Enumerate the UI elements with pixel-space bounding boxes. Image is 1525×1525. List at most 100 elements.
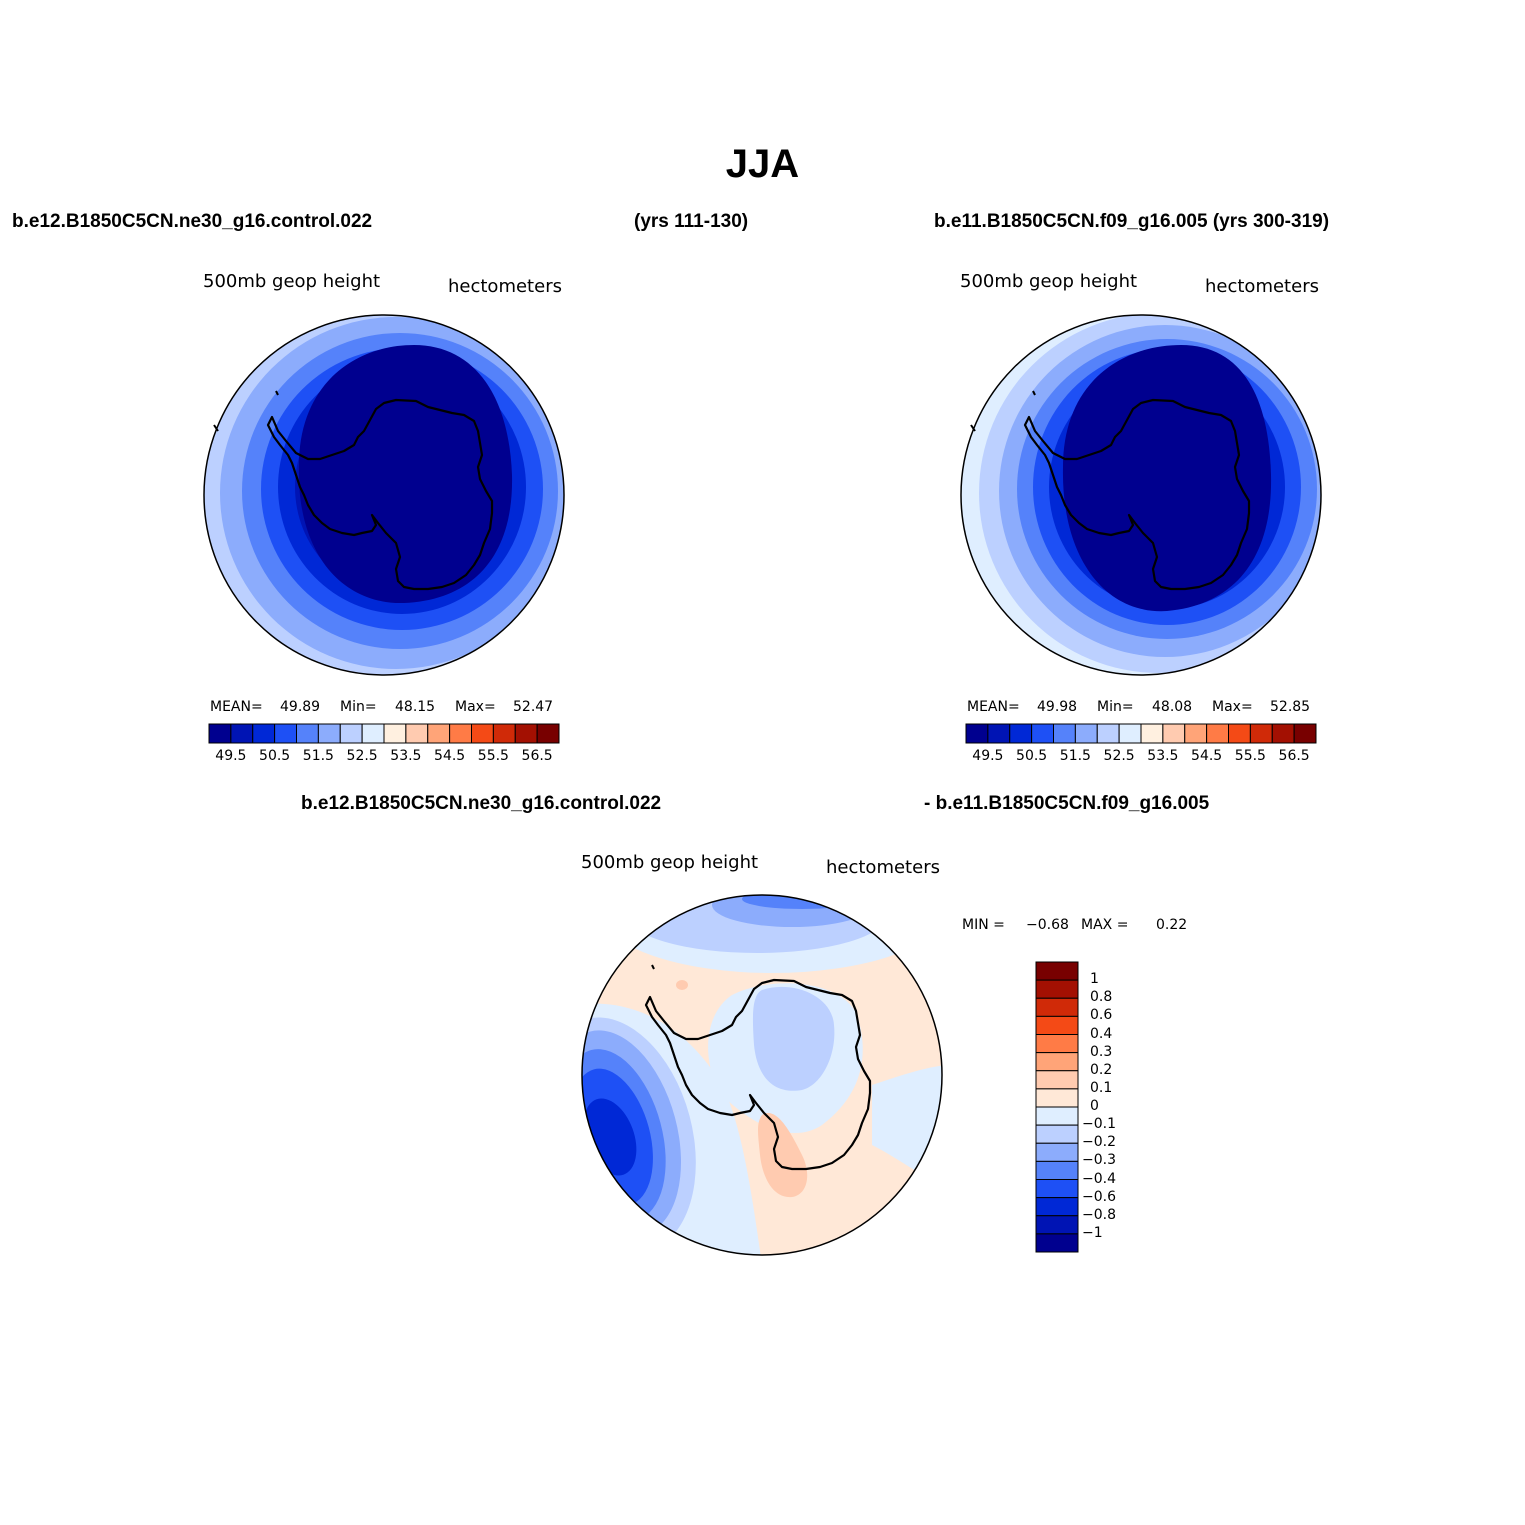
- min-value: 48.15: [395, 699, 436, 715]
- antarctica-coastline: [266, 398, 494, 591]
- colorbar-swatch: [1031, 723, 1054, 744]
- colorbar-swatch: [1035, 1015, 1079, 1035]
- panel1-years: (yrs 111-130): [634, 211, 749, 232]
- colorbar-swatch: [471, 723, 494, 744]
- panel2-polar-map: [960, 314, 1322, 676]
- colorbar-swatch: [1009, 723, 1033, 744]
- colorbar-swatch: [1035, 1070, 1079, 1090]
- colorbar-swatch: [1035, 1179, 1079, 1199]
- diff-polar-map: [581, 894, 943, 1256]
- colorbar-tick-label: −0.4: [1082, 1170, 1116, 1187]
- panel2-case-name: b.e11.B1850C5CN.f09_g16.005: [934, 211, 1208, 232]
- colorbar-swatch: [1035, 1215, 1079, 1235]
- coastline-fragment: [970, 424, 976, 432]
- min-value: −0.68: [1026, 917, 1069, 933]
- coastline-fragment: [651, 964, 655, 970]
- colorbar-tick-label: 0.4: [1090, 1025, 1113, 1042]
- colorbar-swatch: [405, 723, 429, 744]
- colorbar-swatch: [1035, 1142, 1079, 1162]
- panel1-units: hectometers: [448, 276, 562, 297]
- colorbar-tick-label: 56.5: [1278, 748, 1310, 764]
- colorbar-tick-label: 53.5: [1147, 748, 1179, 764]
- colorbar-tick-label: 54.5: [434, 748, 466, 764]
- colorbar-tick-label: 50.5: [259, 748, 291, 764]
- contour-band: [298, 345, 513, 604]
- colorbar-tick-label: −0.3: [1082, 1152, 1116, 1169]
- panel1-stats: MEAN= 49.89 Min= 48.15 Max= 52.47: [210, 699, 570, 719]
- colorbar-tick-label: 1: [1090, 971, 1099, 988]
- colorbar-tick-label: 0: [1090, 1098, 1099, 1114]
- colorbar-tick-label: 0.1: [1090, 1079, 1113, 1096]
- panel1-colorbar: [208, 723, 560, 744]
- panel2-title-line: b.e11.B1850C5CN.f09_g16.005 (yrs 300-319…: [934, 211, 1329, 233]
- panel2-colorbar-ticks: 49.5 50.5 51.5 52.5 53.5 54.5 55.5 56.5: [966, 748, 1316, 768]
- colorbar-swatch: [449, 723, 472, 744]
- colorbar-swatch: [339, 723, 363, 744]
- max-label: MAX =: [1081, 917, 1129, 933]
- panel1-colorbar-ticks: 49.5 50.5 51.5 52.5 53.5 54.5 55.5 56.5: [209, 748, 559, 768]
- colorbar-swatch: [1140, 723, 1164, 744]
- colorbar-swatch: [1035, 979, 1079, 999]
- colorbar-tick-label: 56.5: [521, 748, 553, 764]
- colorbar-swatch: [1293, 723, 1317, 744]
- colorbar-swatch: [1035, 1088, 1079, 1108]
- panel1-variable: 500mb geop height: [203, 271, 381, 292]
- colorbar-swatch: [274, 723, 297, 744]
- max-value: 0.22: [1156, 917, 1188, 933]
- colorbar-tick-label: −0.2: [1082, 1134, 1116, 1151]
- mean-label: MEAN=: [967, 699, 1020, 715]
- colorbar-swatch: [1035, 1233, 1079, 1253]
- colorbar-swatch: [1162, 723, 1186, 744]
- colorbar-tick-label: −0.6: [1082, 1188, 1116, 1205]
- max-value: 52.85: [1270, 699, 1311, 715]
- colorbar-tick-label: 49.5: [972, 748, 1004, 764]
- colorbar-swatch: [536, 723, 560, 744]
- diff-colorbar-ticks: 1 0.8 0.6 0.4 0.3 0.2 0.1 0 −0.1 −0.2 −0.3 −0.4 −0.6…: [1082, 962, 1142, 1252]
- coastline-fragment: [1032, 390, 1036, 396]
- diff-variable: 500mb geop height: [581, 852, 759, 873]
- colorbar-swatch: [1035, 1124, 1079, 1144]
- colorbar-tick-label: 0.2: [1090, 1061, 1113, 1078]
- colorbar-swatch: [514, 723, 538, 744]
- panel2-colorbar: [965, 723, 1317, 744]
- colorbar-swatch: [1184, 723, 1208, 744]
- colorbar-swatch: [361, 723, 385, 744]
- colorbar-tick-label: 0.6: [1090, 1007, 1113, 1024]
- diff-case-a: b.e12.B1850C5CN.ne30_g16.control.022: [301, 793, 662, 814]
- colorbar-tick-label: 55.5: [1234, 748, 1266, 764]
- panel1-polar-map: [203, 314, 565, 676]
- colorbar-swatch: [317, 723, 341, 744]
- colorbar-tick-label: 50.5: [1016, 748, 1048, 764]
- colorbar-swatch: [1035, 1106, 1079, 1126]
- colorbar-tick-label: 55.5: [477, 748, 509, 764]
- colorbar-swatch: [987, 723, 1011, 744]
- contour-band: [1062, 345, 1272, 612]
- colorbar-swatch: [1271, 723, 1295, 744]
- colorbar-tick-label: 52.5: [1103, 748, 1135, 764]
- diff-units: hectometers: [826, 857, 940, 878]
- min-value: 48.08: [1152, 699, 1193, 715]
- colorbar-swatch: [230, 723, 254, 744]
- max-label: Max=: [1212, 699, 1253, 715]
- colorbar-tick-label: 49.5: [215, 748, 247, 764]
- mean-value: 49.89: [280, 699, 321, 715]
- max-label: Max=: [455, 699, 496, 715]
- colorbar-tick-label: −0.8: [1082, 1206, 1116, 1223]
- diff-case-b: - b.e11.B1850C5CN.f09_g16.005: [924, 793, 1210, 814]
- contour-band: [676, 980, 688, 990]
- colorbar-swatch: [1118, 723, 1142, 744]
- map-boundary: [960, 314, 1322, 676]
- colorbar-swatch: [252, 723, 276, 744]
- colorbar-swatch: [1074, 723, 1098, 744]
- max-value: 52.47: [513, 699, 554, 715]
- min-label: MIN =: [962, 917, 1005, 933]
- colorbar-tick-label: −0.1: [1082, 1116, 1116, 1133]
- colorbar-swatch: [1035, 1034, 1079, 1054]
- colorbar-tick-label: 52.5: [346, 748, 378, 764]
- panel2-units: hectometers: [1205, 276, 1319, 297]
- colorbar-tick-label: 0.8: [1090, 989, 1113, 1006]
- mean-value: 49.98: [1037, 699, 1078, 715]
- map-boundary: [203, 314, 565, 676]
- colorbar-swatch: [1035, 961, 1079, 981]
- mean-label: MEAN=: [210, 699, 263, 715]
